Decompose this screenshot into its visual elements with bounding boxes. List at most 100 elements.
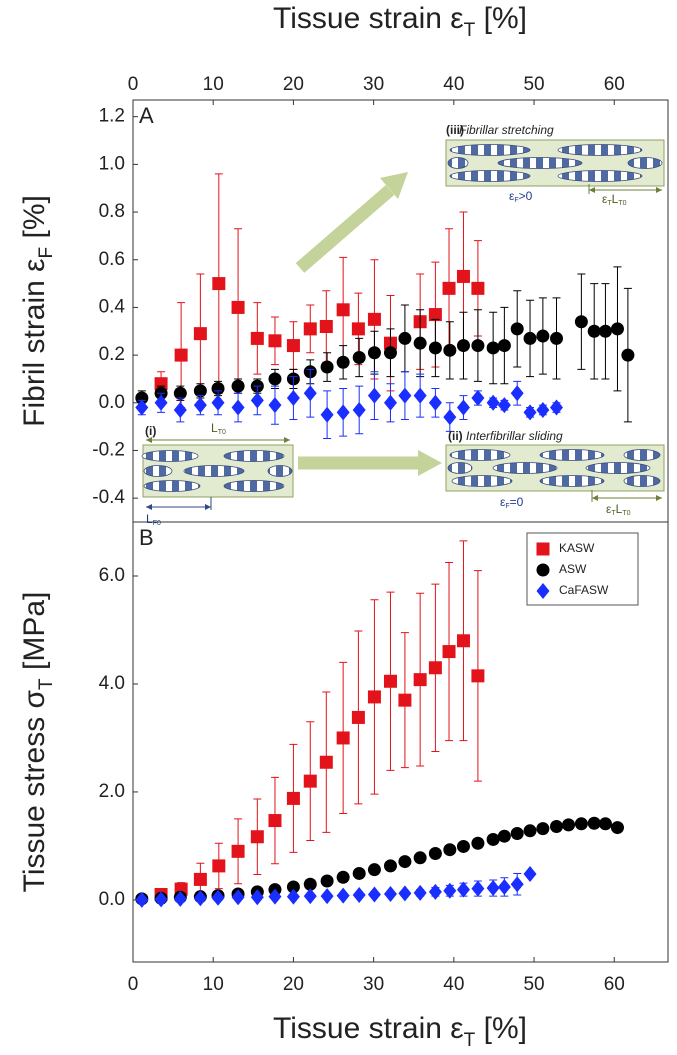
fibril <box>585 462 651 474</box>
marker <box>212 277 226 291</box>
marker <box>471 390 485 407</box>
fibril <box>143 465 173 477</box>
marker <box>303 385 317 402</box>
marker <box>413 673 427 687</box>
marker <box>352 866 366 880</box>
marker <box>610 821 624 835</box>
label-part: L <box>146 512 153 526</box>
marker <box>250 830 264 844</box>
marker <box>456 881 470 898</box>
marker <box>562 818 576 832</box>
x-tick-label: 0 <box>128 974 139 995</box>
marker <box>428 883 442 900</box>
fibril <box>539 475 605 487</box>
fibril <box>141 450 199 462</box>
marker <box>383 394 397 411</box>
label-part: L <box>616 502 623 516</box>
legend-label: KASW <box>559 541 595 555</box>
marker <box>336 303 350 317</box>
marker <box>428 846 442 860</box>
marker <box>383 346 397 360</box>
label: εF>0 <box>509 189 533 204</box>
label: Fibril strain εF [%] <box>18 195 57 427</box>
y-tick-label: 0.8 <box>99 201 125 222</box>
marker <box>367 690 381 704</box>
marker <box>231 889 245 906</box>
label-part: [%] <box>475 1012 527 1045</box>
label: εF=0 <box>500 495 524 510</box>
marker <box>320 874 334 888</box>
marker <box>336 870 350 884</box>
marker <box>510 385 524 402</box>
marker <box>154 891 168 908</box>
label-part: F <box>505 503 509 510</box>
y-tick-label: 0.0 <box>99 392 125 413</box>
label: Tissue stress σT [MPa] <box>18 592 57 893</box>
marker <box>231 300 245 314</box>
marker <box>336 887 350 904</box>
marker <box>303 888 317 905</box>
label-part: =0 <box>510 495 524 509</box>
marker <box>413 336 427 350</box>
marker <box>211 381 225 395</box>
marker <box>319 319 333 333</box>
marker <box>193 890 207 907</box>
arrow-head <box>380 172 408 199</box>
marker <box>536 401 550 418</box>
fibril <box>143 480 201 492</box>
y-tick-label: 2.0 <box>99 781 125 802</box>
label-part: F <box>514 197 518 204</box>
marker <box>320 406 334 423</box>
label-part: Fibril strain ε <box>18 258 51 426</box>
label: Fibrillar stretching <box>459 123 554 137</box>
fibril <box>447 157 469 169</box>
fibril <box>451 475 513 487</box>
marker <box>428 308 442 322</box>
marker <box>523 404 537 421</box>
label-part: (iii) <box>446 123 464 137</box>
fibril <box>449 170 531 182</box>
marker <box>352 350 366 364</box>
label-part: >0 <box>519 189 533 203</box>
marker <box>154 394 168 411</box>
marker <box>319 755 333 769</box>
y-tick-label: 0.0 <box>99 889 125 910</box>
marker <box>351 710 365 724</box>
fibril <box>623 475 661 487</box>
marker <box>173 386 187 400</box>
marker <box>211 889 225 906</box>
x-tick-label: 50 <box>523 974 544 995</box>
marker <box>456 339 470 353</box>
marker <box>523 866 537 882</box>
label-part: L <box>612 192 619 206</box>
marker <box>413 851 427 865</box>
label-part: (i) <box>145 424 156 438</box>
marker <box>250 331 264 345</box>
marker <box>352 887 366 904</box>
fibril <box>449 144 531 156</box>
fibril <box>557 170 643 182</box>
marker <box>268 814 282 828</box>
label-part: T <box>464 20 476 41</box>
marker <box>303 322 317 336</box>
label: εTLT0 <box>602 192 627 207</box>
marker <box>398 331 412 345</box>
label-part: [MPa] <box>18 592 51 679</box>
marker <box>173 401 187 418</box>
fibril <box>267 465 293 477</box>
marker <box>413 884 427 901</box>
insets <box>141 139 665 510</box>
y-tick-label: 4.0 <box>99 673 125 694</box>
marker <box>336 731 350 745</box>
marker <box>443 409 457 426</box>
marker <box>398 885 412 902</box>
fibril <box>623 449 661 461</box>
marker <box>486 832 500 846</box>
fibril <box>497 157 583 169</box>
legend-label: CaFASW <box>559 583 609 597</box>
marker <box>268 372 282 386</box>
fibril <box>492 462 558 474</box>
marker <box>286 339 300 353</box>
marker <box>471 281 485 295</box>
marker <box>550 399 564 416</box>
